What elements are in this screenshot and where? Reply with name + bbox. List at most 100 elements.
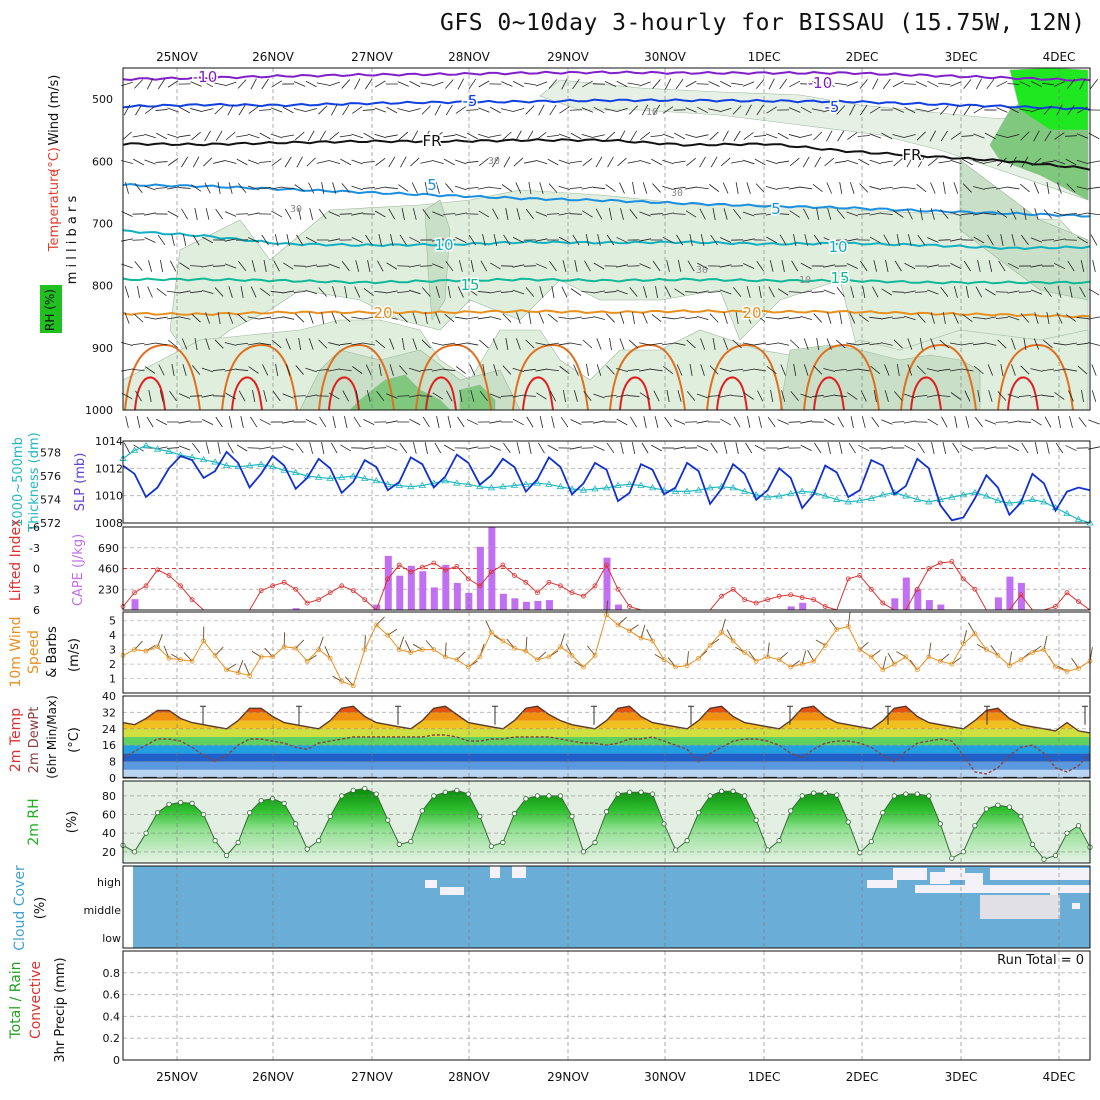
wind-speed-point — [949, 661, 955, 667]
wind-barb — [293, 108, 306, 112]
lifted-index-point — [385, 576, 391, 582]
lifted-y-tick: 3 — [33, 583, 40, 596]
wind-barb — [837, 416, 845, 428]
lifted-index-point — [788, 592, 794, 598]
rh-point — [534, 793, 541, 799]
wind-barb — [181, 338, 188, 350]
wind-barb — [940, 286, 949, 298]
wind-barb — [950, 81, 962, 87]
wind-barb — [973, 159, 985, 165]
wind-barb — [408, 367, 421, 373]
wind-barb — [686, 157, 696, 167]
wind-barb — [627, 82, 640, 86]
wind-barb — [975, 78, 982, 90]
wind-barb — [696, 316, 709, 320]
cape-y-tick: 690 — [98, 542, 119, 555]
rh-point — [1018, 813, 1024, 820]
wind-barb — [240, 286, 244, 298]
wind-barb — [779, 234, 787, 246]
wind-barb — [408, 289, 421, 295]
wind-barb — [248, 366, 259, 374]
wind-barb — [1065, 314, 1077, 322]
wind-barb — [492, 338, 498, 350]
temperature-axis-label: Temperature — [47, 169, 62, 252]
thickness-point — [407, 482, 415, 490]
wind10m-barbs-label: & Barbs — [45, 626, 60, 678]
wind-barb — [777, 316, 790, 320]
wind-barb — [316, 82, 329, 86]
wind-barb — [664, 416, 672, 428]
wind-barb — [997, 339, 1007, 349]
wind-speed-point — [281, 644, 287, 650]
wind-barb — [846, 159, 859, 165]
lifted-index-point — [155, 567, 160, 573]
thickness-point — [925, 498, 933, 505]
rh-point — [868, 838, 874, 845]
wind-barb — [341, 79, 351, 89]
thickness-point — [579, 486, 588, 493]
wind-speed-point — [914, 667, 920, 673]
wind-barb — [309, 208, 314, 220]
thickness-line — [122, 445, 1091, 524]
wind-barb — [850, 416, 854, 428]
wind-barb — [261, 234, 269, 246]
wind-speed-point — [201, 638, 206, 644]
temp-band — [123, 769, 1090, 778]
wind-barb — [827, 312, 832, 324]
wind-barb — [596, 364, 602, 376]
lifted-index-point — [477, 583, 483, 589]
wind-speed-point — [742, 650, 748, 655]
wind-barb — [884, 390, 889, 402]
wind-speed-point — [788, 664, 794, 670]
wind-barb — [857, 135, 870, 137]
wind-barb — [205, 312, 211, 324]
wind-barb — [389, 364, 394, 376]
wind-barb — [178, 290, 191, 294]
temp-band — [123, 745, 1090, 754]
wind-barb — [513, 157, 524, 167]
slp-y-tick: 1012 — [95, 462, 123, 475]
wind-barb — [593, 106, 605, 114]
wind-barb — [892, 291, 905, 293]
date-label-bottom: 26NOV — [252, 1070, 294, 1084]
wind-barb — [1041, 160, 1054, 164]
wind-barb — [133, 444, 144, 452]
wind-barb — [466, 419, 478, 425]
wind-barb — [998, 260, 1006, 272]
wind-barb — [399, 365, 408, 375]
rh-point — [1064, 830, 1070, 836]
wind-barb — [168, 339, 178, 349]
wind-barb — [604, 81, 617, 87]
wind-barb — [777, 342, 790, 346]
thickness-point — [142, 441, 150, 449]
wind-barb — [1079, 78, 1086, 90]
lifted-index-point — [304, 600, 310, 606]
wind-barb — [769, 260, 774, 272]
wind-barb — [535, 211, 548, 217]
wind-barb — [616, 394, 628, 398]
thickness-y-tick: 574 — [40, 494, 61, 507]
wind-barb — [930, 338, 936, 350]
wind-speed-point — [512, 645, 517, 651]
wind-barb — [768, 78, 775, 90]
wind-barb — [1077, 236, 1088, 244]
wind-barb — [570, 419, 582, 425]
wind-barb — [328, 392, 340, 400]
wind-barb — [526, 416, 534, 428]
wind-barb — [604, 108, 617, 112]
wind-barb — [632, 312, 635, 324]
temperature-unit-label: (°C) — [47, 147, 62, 173]
lifted-index-point — [811, 597, 817, 603]
wind-barb — [259, 446, 272, 450]
wind-barb — [834, 160, 847, 164]
rh-point — [661, 821, 667, 827]
panel-frame — [122, 611, 1091, 694]
wind-speed-point — [903, 654, 909, 660]
temp2m-label: 2m Temp — [8, 708, 24, 772]
wind-barb — [582, 210, 593, 218]
slp-axis-label: SLP (mb) — [73, 453, 88, 512]
wind-barb — [1021, 156, 1029, 168]
wind-barb — [294, 184, 305, 192]
wind-barb — [182, 364, 187, 376]
wind-speed-point — [224, 667, 230, 673]
